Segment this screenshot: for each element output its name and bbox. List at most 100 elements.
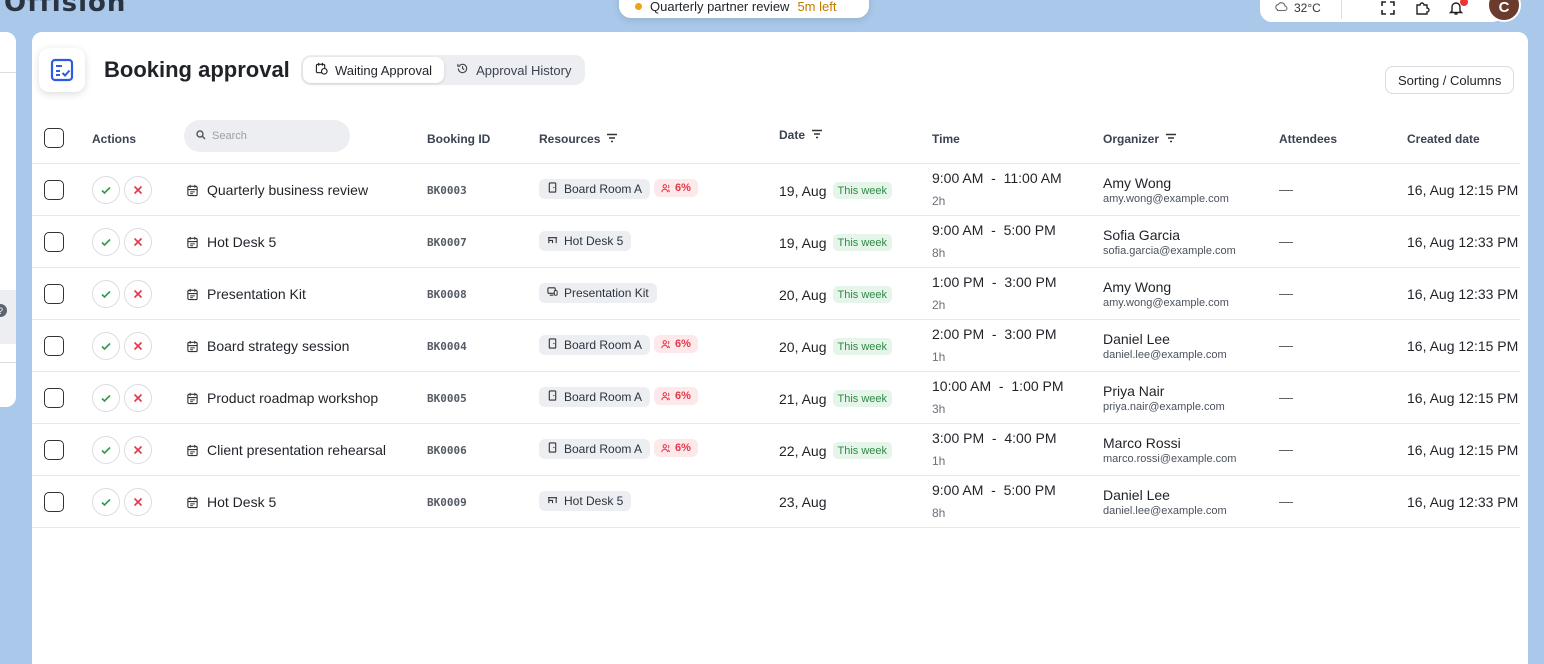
- filter-icon[interactable]: [1165, 132, 1177, 146]
- col-resources[interactable]: Resources: [539, 132, 618, 146]
- col-organizer[interactable]: Organizer: [1103, 132, 1177, 146]
- approve-button[interactable]: [92, 332, 120, 360]
- approve-button[interactable]: [92, 488, 120, 516]
- attendees-value: —: [1279, 181, 1293, 197]
- tab-approval-history[interactable]: Approval History: [444, 57, 583, 83]
- organizer-name: Sofia Garcia: [1103, 227, 1181, 243]
- reject-button[interactable]: [124, 436, 152, 464]
- occupancy-value: 6%: [675, 338, 691, 350]
- booking-date: 20, Aug: [779, 286, 827, 303]
- resource-chip[interactable]: Board Room A: [539, 387, 651, 407]
- booking-id: BK0005: [427, 392, 467, 405]
- row-checkbox[interactable]: [44, 492, 64, 512]
- row-checkbox[interactable]: [44, 440, 64, 460]
- date-cell: 23, Aug: [779, 494, 827, 510]
- col-date[interactable]: Date: [779, 128, 823, 142]
- filter-icon[interactable]: [606, 132, 618, 146]
- organizer-email: sofia.garcia@example.com: [1103, 245, 1236, 257]
- booking-id: BK0009: [427, 496, 467, 509]
- table-row[interactable]: Hot Desk 5 BK0007 Hot Desk 5 19, Aug Thi…: [32, 216, 1520, 268]
- booking-name[interactable]: Hot Desk 5: [186, 234, 276, 250]
- fullscreen-icon[interactable]: [1380, 0, 1396, 16]
- table-row[interactable]: Product roadmap workshop BK0005 Board Ro…: [32, 372, 1520, 424]
- booking-name-label: Quarterly business review: [207, 182, 369, 198]
- reject-button[interactable]: [124, 384, 152, 412]
- booking-name[interactable]: Client presentation rehearsal: [186, 442, 386, 458]
- resource-label: Hot Desk 5: [564, 234, 624, 248]
- table-row[interactable]: Presentation Kit BK0008 Presentation Kit…: [32, 268, 1520, 320]
- upcoming-meeting-toast[interactable]: Quarterly partner review 5m left: [619, 0, 869, 18]
- page-header: Booking approval Waiting Approval Approv…: [32, 32, 1528, 112]
- booking-name[interactable]: Board strategy session: [186, 338, 349, 354]
- search-icon: [196, 129, 206, 143]
- booking-date: 19, Aug: [779, 182, 827, 199]
- help-icon[interactable]: ?: [0, 304, 7, 317]
- organizer-name: Amy Wong: [1103, 175, 1172, 191]
- device-icon: [547, 286, 558, 300]
- resource-chip[interactable]: Hot Desk 5: [539, 231, 632, 251]
- table-row[interactable]: Hot Desk 5 BK0009 Hot Desk 5 23, Aug 9:0…: [32, 476, 1520, 528]
- booking-id: BK0004: [427, 340, 467, 353]
- bell-icon[interactable]: [1448, 0, 1468, 16]
- approve-button[interactable]: [92, 280, 120, 308]
- reject-button[interactable]: [124, 228, 152, 256]
- calendar-icon: [187, 444, 198, 456]
- this-week-badge: This week: [832, 286, 893, 303]
- row-checkbox[interactable]: [44, 284, 64, 304]
- row-checkbox[interactable]: [44, 388, 64, 408]
- booking-name-label: Presentation Kit: [207, 286, 306, 302]
- puzzle-icon[interactable]: [1414, 0, 1430, 16]
- side-panel-item[interactable]: [0, 290, 16, 344]
- attendees-value: —: [1279, 441, 1293, 457]
- resource-chip[interactable]: Board Room A: [539, 335, 651, 355]
- approve-button[interactable]: [92, 384, 120, 412]
- occupancy-badge: 6%: [654, 387, 698, 405]
- date-cell: 19, Aug This week: [779, 234, 893, 251]
- select-all-checkbox[interactable]: [44, 128, 64, 148]
- tab-waiting-approval[interactable]: Waiting Approval: [303, 57, 445, 83]
- booking-name-label: Product roadmap workshop: [207, 390, 379, 406]
- organizer-email: marco.rossi@example.com: [1103, 453, 1237, 465]
- resource-label: Presentation Kit: [564, 286, 649, 300]
- weather-temp: 32°C: [1294, 1, 1321, 15]
- reject-button[interactable]: [124, 332, 152, 360]
- resource-chip[interactable]: Hot Desk 5: [539, 491, 632, 511]
- approve-button[interactable]: [92, 176, 120, 204]
- desk-icon: [547, 494, 558, 508]
- calendar-icon: [187, 236, 198, 248]
- people-icon: [661, 184, 670, 193]
- approval-checklist-icon: [39, 48, 85, 92]
- resource-chip[interactable]: Board Room A: [539, 439, 651, 459]
- col-label: Date: [779, 128, 806, 142]
- approve-button[interactable]: [92, 436, 120, 464]
- booking-name[interactable]: Quarterly business review: [186, 182, 368, 198]
- approve-button[interactable]: [92, 228, 120, 256]
- filter-icon[interactable]: [811, 128, 823, 142]
- reject-button[interactable]: [124, 280, 152, 308]
- booking-name[interactable]: Product roadmap workshop: [186, 390, 378, 406]
- door-icon: [547, 338, 558, 352]
- tab-label: Approval History: [476, 62, 572, 78]
- table-row[interactable]: Board strategy session BK0004 Board Room…: [32, 320, 1520, 372]
- resource-chip[interactable]: Presentation Kit: [539, 283, 657, 303]
- row-checkbox[interactable]: [44, 180, 64, 200]
- created-date: 16, Aug 12:33 PM: [1407, 234, 1519, 250]
- booking-name-label: Hot Desk 5: [207, 234, 277, 250]
- sorting-columns-button[interactable]: Sorting / Columns: [1385, 66, 1515, 94]
- start-time: 9:00 AM: [932, 170, 984, 186]
- date-cell: 20, Aug This week: [779, 286, 893, 303]
- row-checkbox[interactable]: [44, 336, 64, 356]
- booking-name[interactable]: Hot Desk 5: [186, 494, 276, 510]
- booking-id: BK0006: [427, 444, 467, 457]
- door-icon: [547, 442, 558, 456]
- row-checkbox[interactable]: [44, 232, 64, 252]
- start-time: 9:00 AM: [932, 222, 984, 238]
- divider: [0, 72, 16, 73]
- table-row[interactable]: Client presentation rehearsal BK0006 Boa…: [32, 424, 1520, 476]
- reject-button[interactable]: [124, 488, 152, 516]
- booking-name[interactable]: Presentation Kit: [186, 286, 306, 302]
- reject-button[interactable]: [124, 176, 152, 204]
- table-row[interactable]: Quarterly business review BK0003 Board R…: [32, 164, 1520, 216]
- search-input[interactable]: Search: [184, 120, 350, 152]
- resource-chip[interactable]: Board Room A: [539, 179, 651, 199]
